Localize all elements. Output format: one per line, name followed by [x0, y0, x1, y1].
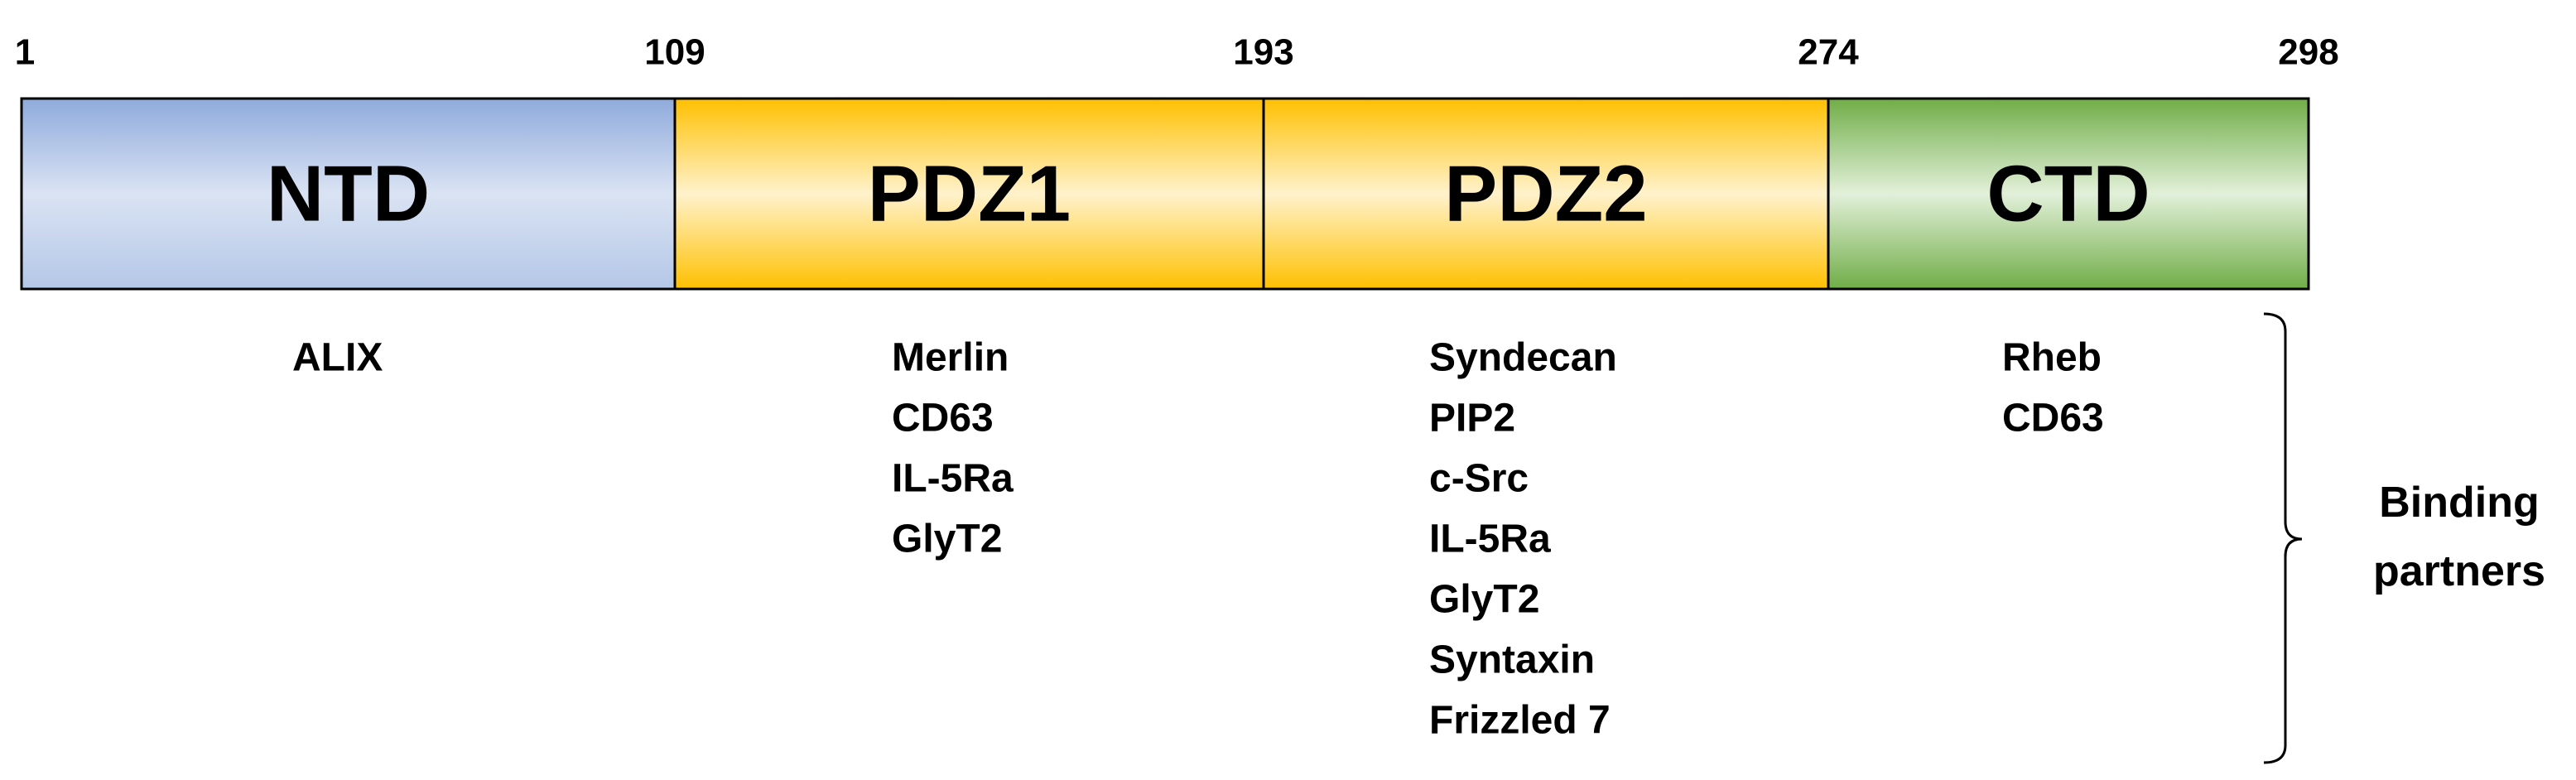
position-label: 193: [1233, 32, 1293, 73]
domain-box: [1262, 97, 1830, 291]
position-label: 1: [15, 32, 35, 73]
partner-label: PIP2: [1429, 397, 1515, 441]
bracket: [2263, 312, 2303, 764]
partner-label: c-Src: [1429, 457, 1529, 501]
domain-label: NTD: [267, 150, 430, 238]
partner-label: Rheb: [2002, 336, 2102, 380]
domain-label: PDZ1: [868, 150, 1071, 238]
domain-box: [1827, 97, 2310, 291]
partner-label: CD63: [892, 397, 994, 441]
position-label: 298: [2278, 32, 2338, 73]
partner-label: CD63: [2002, 397, 2104, 441]
domain-label: CTD: [1986, 150, 2150, 238]
domain-box: [20, 97, 677, 291]
bracket-label-line: Binding: [2379, 479, 2540, 527]
position-label: 109: [644, 32, 705, 73]
partner-label: Syntaxin: [1429, 638, 1595, 682]
partner-label: Frizzled 7: [1429, 699, 1611, 743]
partner-label: Syndecan: [1429, 336, 1617, 380]
partner-label: Merlin: [892, 336, 1009, 380]
partner-label: IL-5Ra: [892, 457, 1014, 501]
domain-label: PDZ2: [1444, 150, 1647, 238]
bracket-label-line: partners: [2373, 547, 2545, 595]
domain-box: [673, 97, 1265, 291]
bracket-label: Binding partners: [2373, 479, 2545, 595]
partner-label: ALIX: [292, 336, 383, 380]
partner-label: GlyT2: [892, 518, 1002, 561]
partner-label: GlyT2: [1429, 578, 1539, 622]
position-label: 274: [1798, 32, 1859, 73]
partner-label: IL-5Ra: [1429, 518, 1551, 561]
